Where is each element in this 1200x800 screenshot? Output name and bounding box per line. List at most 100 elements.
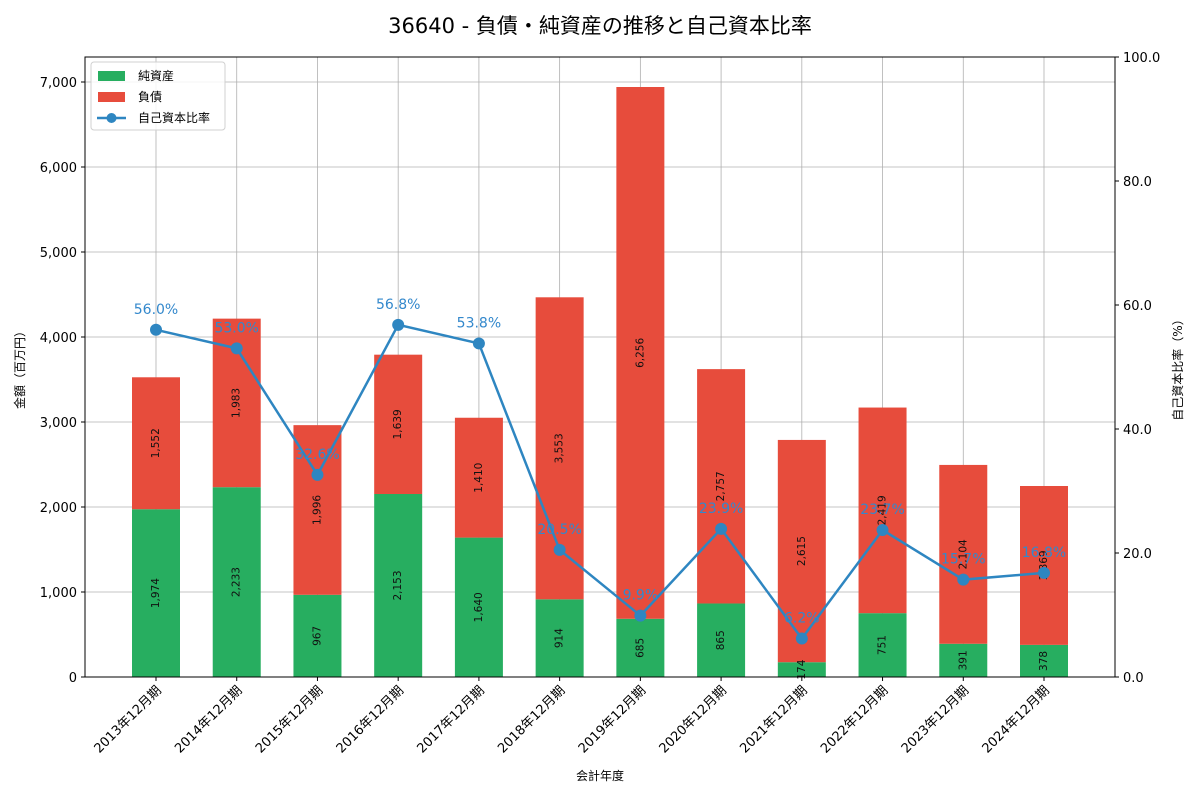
y2-tick-label: 80.0 [1123, 175, 1152, 190]
net-assets-value-label: 1,640 [473, 592, 485, 622]
net-assets-bar [535, 599, 584, 677]
equity-ratio-value-label: 6.2% [784, 611, 820, 627]
equity-ratio-value-label: 56.8% [376, 297, 420, 313]
liabilities-bar [858, 407, 907, 614]
y-tick-label: 4,000 [40, 331, 77, 346]
equity-ratio-marker [795, 632, 808, 645]
net-assets-value-label: 2,233 [231, 567, 243, 597]
liabilities-value-label: 1,552 [150, 428, 162, 458]
equity-ratio-marker [715, 522, 728, 535]
net-assets-bar [616, 618, 665, 677]
equity-ratio-value-label: 23.7% [860, 502, 904, 518]
liabilities-bar [939, 464, 988, 644]
y2-tick-label: 60.0 [1123, 299, 1152, 314]
x-tick-label: 2019年12月期 [576, 683, 649, 756]
liabilities-value-label: 6,256 [634, 338, 646, 368]
y-tick-label: 0 [69, 671, 77, 686]
equity-ratio-value-label: 32.6% [295, 447, 339, 463]
chart-title: 36640 - 負債・純資産の推移と自己資本比率 [388, 14, 812, 38]
liabilities-bar [132, 377, 180, 510]
plot-frame [84, 56, 1116, 678]
equity-ratio-marker [311, 468, 324, 481]
x-tick-label: 2015年12月期 [253, 683, 326, 756]
liabilities-value-label: 1,983 [231, 388, 243, 418]
y-tick-label: 6,000 [40, 161, 77, 176]
net-assets-value-label: 751 [877, 635, 889, 655]
equity-ratio-polyline [155, 323, 1045, 641]
equity-ratio-value-label: 9.9% [623, 588, 659, 604]
liabilities-value-label: 1,639 [392, 409, 404, 439]
y-tick-label: 5,000 [40, 246, 77, 261]
net-assets-value-label: 391 [957, 650, 969, 670]
legend-label: 自己資本比率 [138, 110, 210, 125]
legend-label: 純資産 [138, 68, 174, 83]
bar-series [132, 87, 1068, 677]
liabilities-value-label: 1,996 [311, 495, 323, 525]
bar-value-labels: 1,974 1,552 2,233 1,983 967 1,996 2,153 1,639 1,… [150, 338, 1050, 680]
y-tick-label: 7,000 [40, 76, 77, 91]
liabilities-bar [293, 425, 342, 595]
equity-ratio-value-label: 15.7% [941, 552, 985, 568]
net-assets-value-label: 174 [796, 659, 808, 679]
y-axis-label: 金額（百万円） [12, 325, 27, 409]
x-tick-label: 2018年12月期 [495, 683, 568, 756]
x-axis-label: 会計年度 [576, 768, 624, 783]
net-assets-value-label: 865 [715, 630, 727, 650]
net-assets-bar [858, 613, 907, 677]
equity-ratio-marker [957, 573, 970, 586]
net-assets-bar [939, 643, 988, 677]
equity-ratio-marker [150, 323, 162, 336]
legend-label: 負債 [138, 89, 162, 104]
equity-ratio-marker [1038, 566, 1050, 579]
x-tick-label: 2023年12月期 [899, 683, 972, 756]
equity-ratio-value-label: 16.8% [1022, 545, 1066, 561]
legend-marker [106, 113, 117, 123]
x-tick-label: 2024年12月期 [980, 683, 1053, 756]
net-assets-value-label: 378 [1038, 651, 1050, 671]
equity-ratio-marker [230, 342, 243, 355]
net-assets-bar [1020, 644, 1068, 677]
equity-ratio-value-label: 20.5% [537, 522, 581, 538]
equity-ratio-value-label: 56.0% [134, 302, 178, 318]
equity-ratio-marker [392, 318, 405, 331]
equity-ratio-marker [876, 524, 889, 537]
legend-swatch [98, 92, 125, 102]
y2-axis-label: 自己資本比率（%） [1170, 313, 1185, 420]
net-assets-value-label: 685 [634, 638, 646, 658]
x-tick-label: 2014年12月期 [172, 683, 245, 756]
liabilities-value-label: 2,757 [715, 471, 727, 501]
x-tick-label: 2020年12月期 [657, 683, 730, 756]
equity-ratio-value-label: 53.8% [457, 315, 501, 331]
x-tick-label: 2013年12月期 [92, 683, 165, 756]
net-assets-value-label: 967 [311, 626, 323, 646]
y-tick-label: 2,000 [40, 501, 77, 516]
equity-ratio-marker [553, 543, 566, 556]
net-assets-value-label: 914 [554, 628, 566, 648]
x-tick-label: 2022年12月期 [818, 683, 891, 756]
liabilities-bar [616, 87, 665, 619]
equity-ratio-value-label: 23.9% [699, 501, 743, 517]
axes: 0 1,000 2,000 3,000 4,000 5,000 6,000 7,000 0.0 2… [12, 51, 1185, 783]
x-tick-label: 2021年12月期 [737, 683, 810, 756]
net-assets-bar [293, 594, 342, 677]
y2-tick-label: 40.0 [1123, 423, 1152, 438]
net-assets-bar [212, 487, 261, 677]
liabilities-value-label: 2,104 [957, 539, 969, 569]
liabilities-bar [454, 417, 503, 538]
equity-ratio-line: 56.0% 53.0% 32.6% 56.8% 53.8% 20.5% 9.9% 23.9% 6… [134, 297, 1066, 645]
equity-ratio-marker [472, 337, 485, 350]
x-tick-label: 2017年12月期 [414, 683, 487, 756]
x-tick-label: 2016年12月期 [334, 683, 407, 756]
net-assets-bar [697, 603, 746, 677]
liabilities-value-label: 1,410 [473, 463, 485, 493]
liabilities-value-label: 2,419 [877, 495, 889, 525]
y2-tick-label: 100.0 [1123, 51, 1160, 66]
net-assets-value-label: 2,153 [392, 570, 404, 600]
y2-tick-label: 0.0 [1123, 671, 1144, 686]
equity-ratio-marker [634, 609, 647, 622]
net-assets-bar [454, 537, 503, 677]
y-tick-label: 3,000 [40, 416, 77, 431]
liabilities-value-label: 3,553 [554, 433, 566, 463]
legend-swatch [98, 71, 125, 81]
